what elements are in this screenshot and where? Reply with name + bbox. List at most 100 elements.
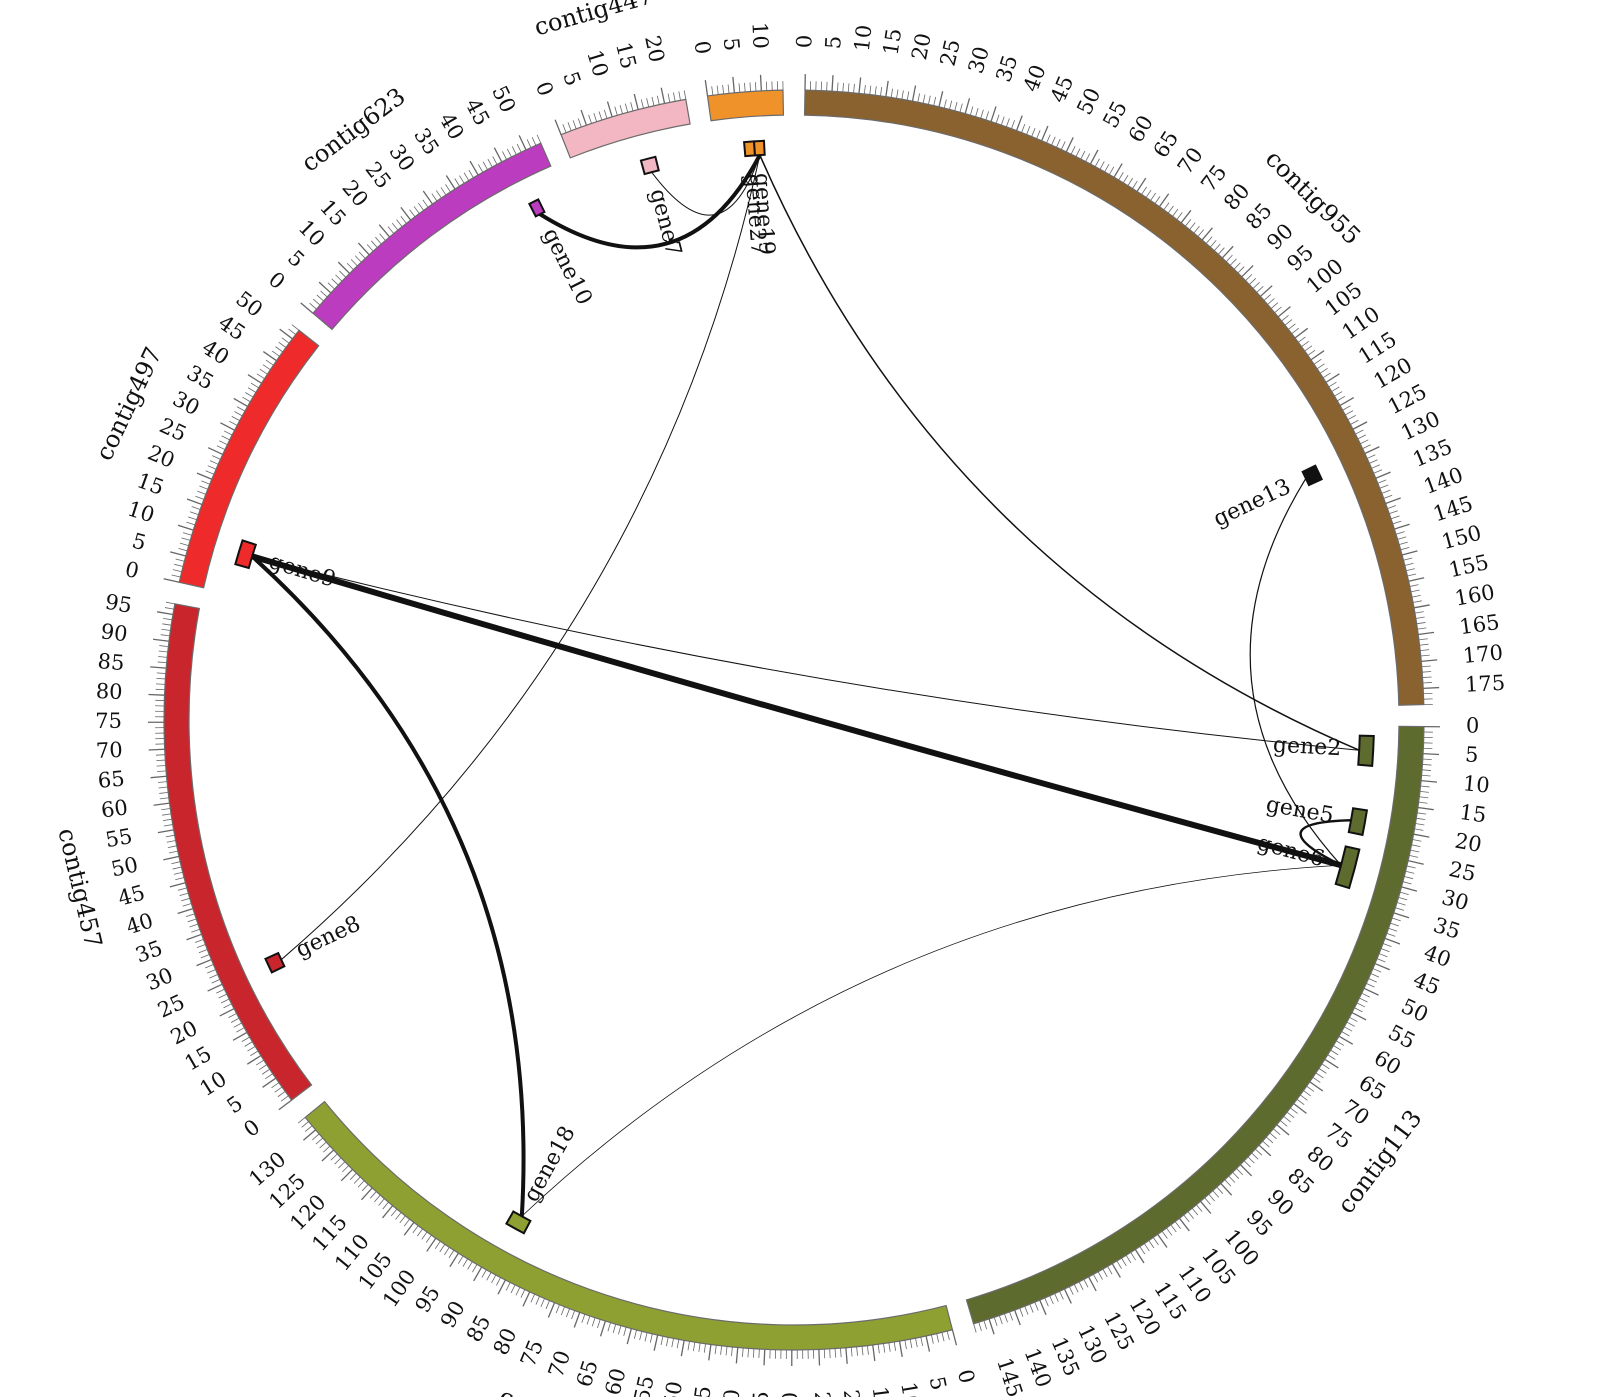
- contig-contig1166: [706, 89, 785, 122]
- tick-label: 5: [925, 1374, 951, 1392]
- tick-label: 50: [109, 852, 140, 881]
- tick-label: 55: [104, 824, 135, 852]
- tick-label: 10: [896, 1380, 924, 1397]
- tick-label: 95: [103, 590, 133, 618]
- ticks-contig1166: 0 5 10: [690, 22, 784, 97]
- tick-label: 65: [572, 1357, 603, 1390]
- tick-label: 20: [839, 1389, 865, 1397]
- tick-label: 55: [1384, 1020, 1419, 1054]
- link-gene10-gene19: [538, 153, 762, 250]
- tick-label: 10: [582, 47, 613, 80]
- tick-label: 25: [935, 37, 965, 69]
- contig-contig447: [560, 98, 691, 159]
- tick-label: 5: [821, 35, 846, 50]
- tick-label: 45: [688, 1384, 715, 1397]
- link-gene19-gene8: [280, 154, 761, 961]
- tick-label: 40: [123, 908, 156, 939]
- tick-label: 70: [544, 1347, 576, 1380]
- tick-label: 35: [132, 936, 165, 968]
- tick-label: 10: [747, 22, 772, 50]
- contig-layer: 0 5 10 15 20 25303540455055606570758085909510…: [95, 22, 1506, 1397]
- tick-label: 20: [167, 1016, 202, 1050]
- tick-label: 10: [1462, 771, 1491, 797]
- contig-contig1161: [304, 1100, 954, 1351]
- tick-label: 15: [879, 27, 907, 57]
- tick-label: 25: [1447, 857, 1478, 886]
- tick-label: 15: [134, 468, 167, 500]
- contig-contig623: [312, 142, 552, 331]
- tick-label: 80: [489, 1324, 522, 1358]
- tick-label: 30: [169, 387, 204, 421]
- tick-label: 50: [1072, 84, 1105, 118]
- tick-label: 0: [239, 1115, 264, 1142]
- contig-label-contig1166: contig1166: [667, 0, 806, 5]
- tick-label: 5: [223, 1091, 248, 1118]
- link-gene7-gene19: [651, 154, 761, 216]
- tick-label: 65: [97, 767, 126, 793]
- tick-label: 45: [1046, 72, 1079, 106]
- link-gene18-gene6: [521, 864, 1342, 1217]
- tick-label: 90: [436, 1297, 470, 1332]
- tick-label: 20: [640, 33, 669, 64]
- tick-label: 55: [1098, 97, 1132, 132]
- link-gene13-gene6: [1249, 477, 1342, 866]
- contig-label-contig113: contig113: [1332, 1105, 1428, 1219]
- tick-label: 40: [1421, 940, 1454, 972]
- gene-label-gene8: gene8: [292, 911, 364, 963]
- tick-label: 0: [690, 39, 716, 56]
- link-gene19-gene2: [759, 154, 1360, 751]
- tick-label: 150: [1439, 521, 1484, 555]
- link-gene9-gene18: [250, 554, 526, 1219]
- tick-label: 60: [100, 795, 130, 822]
- tick-label: 50: [487, 82, 520, 116]
- tick-label: 30: [964, 44, 994, 76]
- tick-label: 60: [601, 1366, 631, 1397]
- tick-label: 15: [868, 1385, 895, 1397]
- gene-label-gene2: gene2: [1272, 733, 1342, 762]
- gene-label-gene9: gene9: [266, 549, 339, 593]
- gene-box-gene6: [1334, 845, 1361, 890]
- tick-label: 15: [611, 40, 641, 72]
- tick-label: 20: [144, 440, 178, 472]
- tick-label: 35: [991, 52, 1022, 85]
- gene-label-gene19: gene19: [749, 172, 779, 256]
- tick-label: 90: [99, 619, 129, 646]
- tick-label: 0: [1466, 714, 1480, 738]
- tick-label: 5: [1464, 742, 1479, 767]
- tick-label: 0: [123, 557, 141, 583]
- link-gene5-gene6: [1299, 818, 1353, 867]
- contig-label-contig447: contig447: [531, 0, 656, 41]
- gene-box-gene13: [1301, 464, 1323, 487]
- gene-box-gene9: [234, 539, 258, 570]
- gene-box-gene2: [1357, 734, 1375, 767]
- tick-label: 10: [850, 24, 877, 53]
- tick-label: 145: [992, 1355, 1027, 1397]
- tick-label: 170: [1462, 640, 1504, 668]
- tick-label: 160: [1453, 580, 1497, 611]
- tick-label: 75: [95, 709, 122, 733]
- contig-contig113: [965, 725, 1425, 1325]
- tick-label: 85: [97, 649, 126, 675]
- contig-contig497: [178, 329, 320, 589]
- tick-label: 0: [264, 267, 290, 294]
- link-gene9-gene2: [251, 555, 1360, 751]
- gene-box-gene19: [752, 139, 766, 157]
- tick-label: 40: [1019, 62, 1051, 95]
- contig-contig955: [803, 89, 1425, 706]
- tick-label: 0: [531, 78, 558, 99]
- tick-label: 45: [1410, 967, 1444, 999]
- tick-label: 45: [461, 95, 495, 130]
- tick-label: 0: [953, 1367, 980, 1386]
- tick-label: 25: [156, 413, 190, 446]
- gene-label-gene5: gene5: [1264, 792, 1336, 829]
- tick-label: 0: [792, 34, 816, 48]
- tick-label: 70: [95, 738, 123, 763]
- tick-label: 55: [630, 1373, 659, 1397]
- tick-label: 40: [718, 1388, 744, 1397]
- tick-label: 35: [183, 361, 218, 395]
- tick-label: 35: [748, 1391, 773, 1397]
- tick-label: 50: [1398, 994, 1432, 1027]
- tick-label: 5: [558, 68, 585, 89]
